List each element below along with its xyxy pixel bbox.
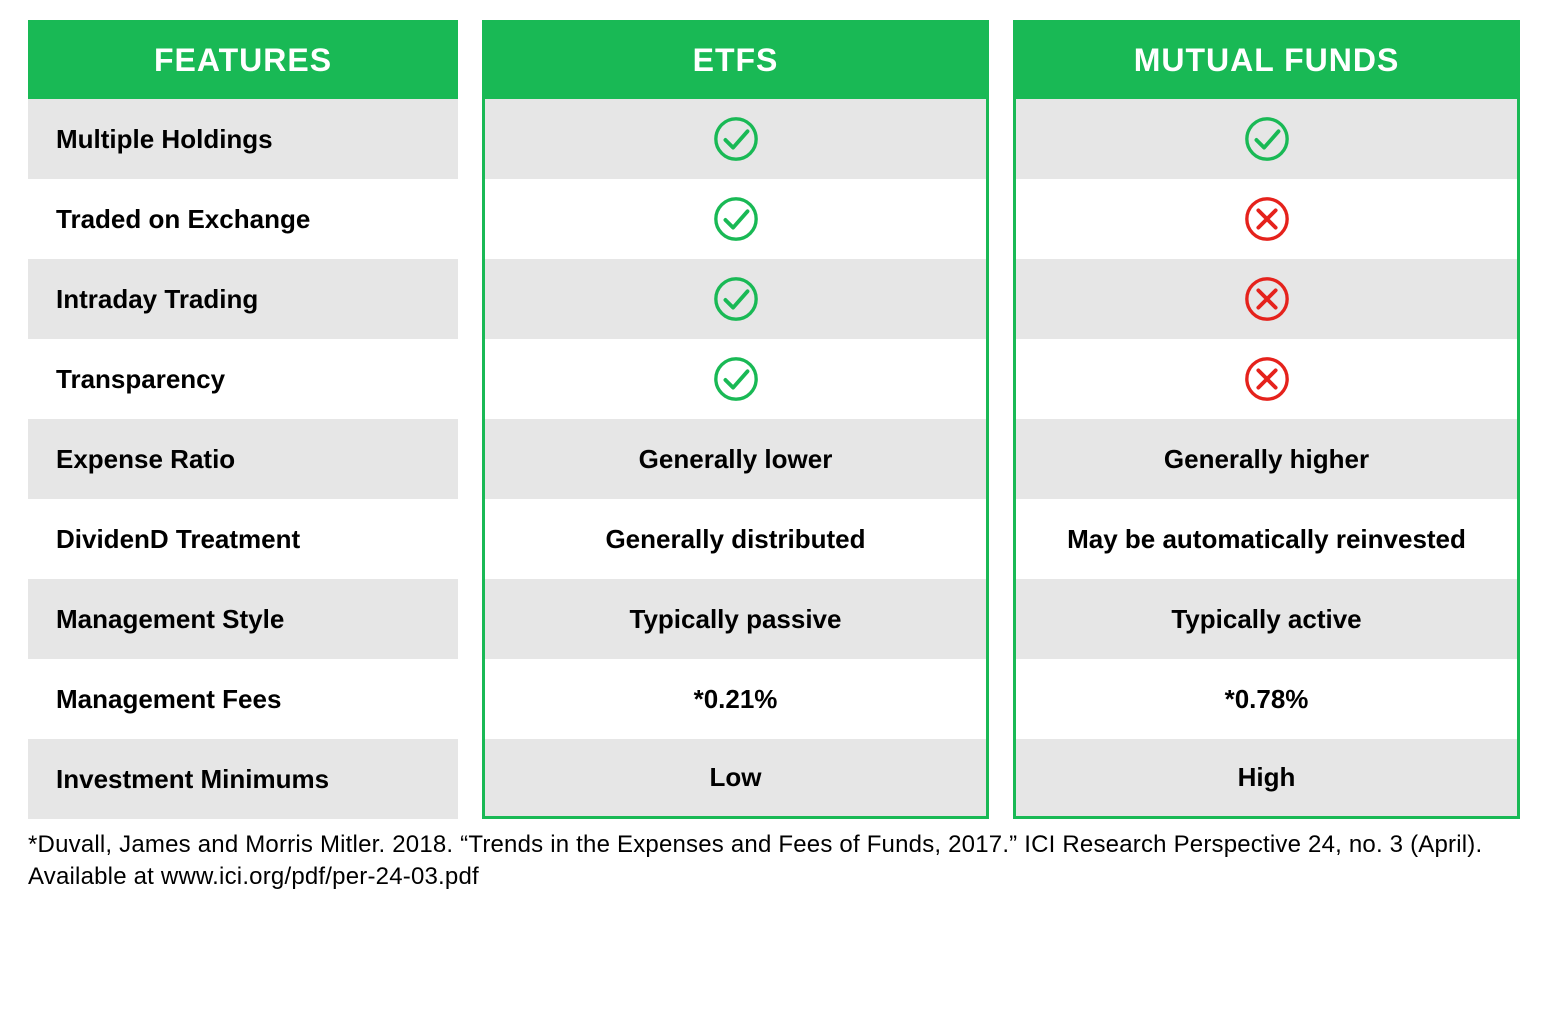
table-row: Management Style Typically passive Typical… xyxy=(28,579,1520,659)
table-row: Investment Minimums Low High xyxy=(28,739,1520,819)
spacer xyxy=(458,739,482,819)
mf-value: Typically active xyxy=(1013,579,1520,659)
spacer xyxy=(989,419,1013,499)
spacer xyxy=(458,659,482,739)
etf-value: Low xyxy=(482,739,989,819)
check-icon xyxy=(712,195,760,243)
header-spacer xyxy=(458,20,482,99)
check-icon xyxy=(712,275,760,323)
etf-value xyxy=(482,179,989,259)
table-header: FEATURES ETFS MUTUAL FUNDS xyxy=(28,20,1520,99)
table-row: Traded on Exchange xyxy=(28,179,1520,259)
feature-label: Management Fees xyxy=(28,659,458,739)
comparison-table: FEATURES ETFS MUTUAL FUNDS Multiple Hold… xyxy=(28,20,1520,819)
spacer xyxy=(989,499,1013,579)
mf-value: High xyxy=(1013,739,1520,819)
spacer xyxy=(458,499,482,579)
etf-value xyxy=(482,99,989,179)
spacer xyxy=(458,419,482,499)
spacer xyxy=(458,99,482,179)
feature-label: Traded on Exchange xyxy=(28,179,458,259)
table-row: Expense Ratio Generally lower Generally hi… xyxy=(28,419,1520,499)
etf-value: Generally lower xyxy=(482,419,989,499)
spacer xyxy=(989,579,1013,659)
feature-label: Expense Ratio xyxy=(28,419,458,499)
spacer xyxy=(989,739,1013,819)
mf-value: Generally higher xyxy=(1013,419,1520,499)
table-body: Multiple HoldingsTraded on ExchangeIntra… xyxy=(28,99,1520,819)
etf-value: *0.21% xyxy=(482,659,989,739)
table-row: Intraday Trading xyxy=(28,259,1520,339)
spacer xyxy=(989,659,1013,739)
check-icon xyxy=(712,115,760,163)
header-etfs: ETFS xyxy=(482,20,989,99)
check-icon xyxy=(712,355,760,403)
feature-label: Management Style xyxy=(28,579,458,659)
footnote: *Duvall, James and Morris Mitler. 2018. … xyxy=(28,829,1520,894)
spacer xyxy=(458,579,482,659)
spacer xyxy=(989,259,1013,339)
mf-value xyxy=(1013,179,1520,259)
header-mutual-funds: MUTUAL FUNDS xyxy=(1013,20,1520,99)
cross-icon xyxy=(1243,355,1291,403)
spacer xyxy=(458,339,482,419)
feature-label: Investment Minimums xyxy=(28,739,458,819)
mf-value xyxy=(1013,259,1520,339)
mf-value xyxy=(1013,99,1520,179)
feature-label: DividenD Treatment xyxy=(28,499,458,579)
etf-value xyxy=(482,339,989,419)
cross-icon xyxy=(1243,275,1291,323)
table-row: Transparency xyxy=(28,339,1520,419)
spacer xyxy=(989,339,1013,419)
feature-label: Intraday Trading xyxy=(28,259,458,339)
header-features: FEATURES xyxy=(28,20,458,99)
header-spacer xyxy=(989,20,1013,99)
etf-value: Typically passive xyxy=(482,579,989,659)
spacer xyxy=(458,179,482,259)
feature-label: Multiple Holdings xyxy=(28,99,458,179)
spacer xyxy=(458,259,482,339)
spacer xyxy=(989,179,1013,259)
table-row: Multiple Holdings xyxy=(28,99,1520,179)
mf-value: May be automatically reinvested xyxy=(1013,499,1520,579)
table-row: Management Fees *0.21% *0.78% xyxy=(28,659,1520,739)
table-row: DividenD Treatment Generally distributed M… xyxy=(28,499,1520,579)
check-icon xyxy=(1243,115,1291,163)
mf-value xyxy=(1013,339,1520,419)
spacer xyxy=(989,99,1013,179)
cross-icon xyxy=(1243,195,1291,243)
etf-value: Generally distributed xyxy=(482,499,989,579)
etf-value xyxy=(482,259,989,339)
feature-label: Transparency xyxy=(28,339,458,419)
mf-value: *0.78% xyxy=(1013,659,1520,739)
